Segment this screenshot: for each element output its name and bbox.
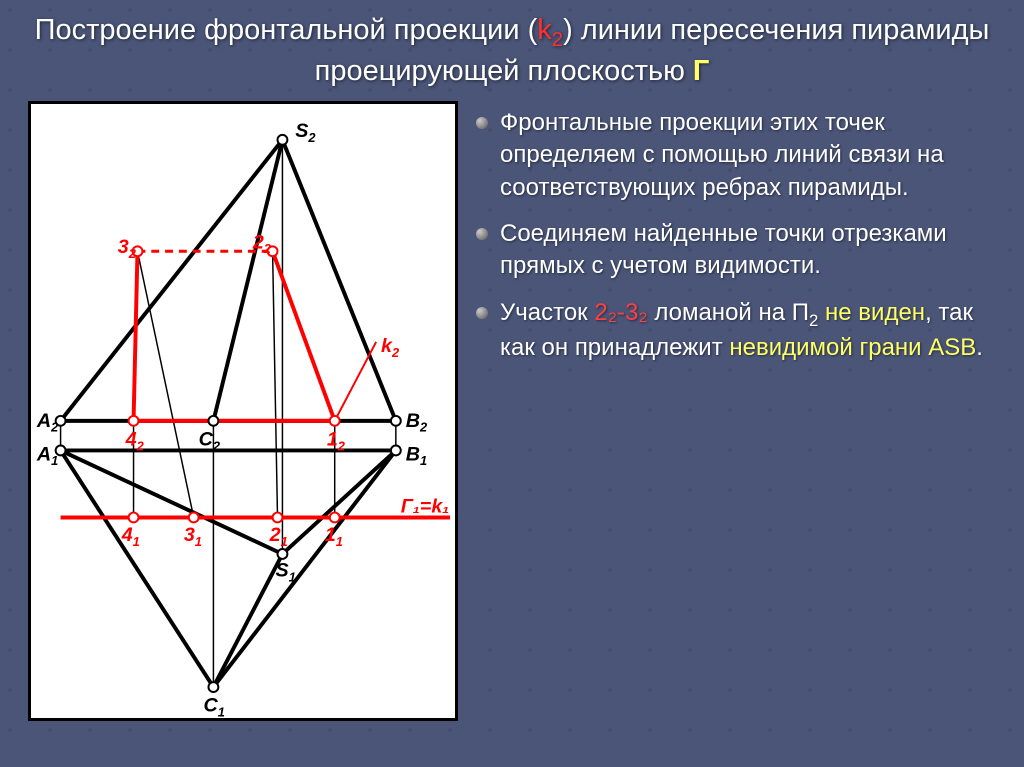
slide: Построение фронтальной проекции (k2) лин… [0, 0, 1024, 767]
title-k2: k2 [537, 14, 563, 46]
svg-text:B2: B2 [406, 410, 427, 435]
content-row: S2A2B2C232221242k2A1B1S1C141312111Г₁=k₁ … [28, 101, 996, 755]
svg-text:42: 42 [125, 428, 144, 453]
svg-text:C1: C1 [204, 695, 225, 718]
title-gamma: Г [693, 55, 709, 87]
svg-text:C2: C2 [199, 428, 220, 453]
invisible-face-label: невидимой грани ASB [729, 334, 976, 361]
slide-title: Построение фронтальной проекции (k2) лин… [28, 12, 996, 91]
segment-label: 2₂-3₂ [594, 299, 647, 326]
bullet-3: Участок 2₂-3₂ ломаной на П2 не виден, та… [476, 297, 996, 365]
not-visible-label: не виден [825, 299, 925, 326]
diagram: S2 A2 B2 C2 32 22 12 42 k2 A1 B1 S1 C1 41 31 21 11 Г₁=k₁ [28, 101, 458, 721]
title-part1: Построение фронтальной проекции ( [35, 14, 538, 46]
svg-text:32: 32 [118, 236, 136, 261]
svg-text:S1: S1 [276, 560, 296, 585]
text-column: Фронтальные проекции этих точек определя… [476, 101, 996, 755]
svg-text:k2: k2 [381, 335, 399, 360]
svg-text:21: 21 [269, 524, 288, 549]
svg-text:11: 11 [325, 524, 343, 549]
svg-text:22: 22 [252, 231, 271, 256]
bullet-1: Фронтальные проекции этих точек определя… [476, 107, 996, 204]
svg-text:S2: S2 [295, 120, 315, 145]
svg-text:Г₁=k₁: Г₁=k₁ [401, 495, 450, 517]
svg-text:A2: A2 [36, 410, 58, 435]
svg-text:12: 12 [327, 428, 345, 453]
bullet-2: Соединяем найденные точки отрезками прям… [476, 218, 996, 283]
diagram-svg: S2 A2 B2 C2 32 22 12 42 k2 A1 B1 S1 C1 41 31 21 11 Г₁=k₁ [31, 104, 455, 718]
svg-text:41: 41 [121, 524, 140, 549]
svg-text:31: 31 [184, 524, 202, 549]
svg-text:B1: B1 [406, 443, 427, 468]
svg-text:A1: A1 [36, 443, 58, 468]
